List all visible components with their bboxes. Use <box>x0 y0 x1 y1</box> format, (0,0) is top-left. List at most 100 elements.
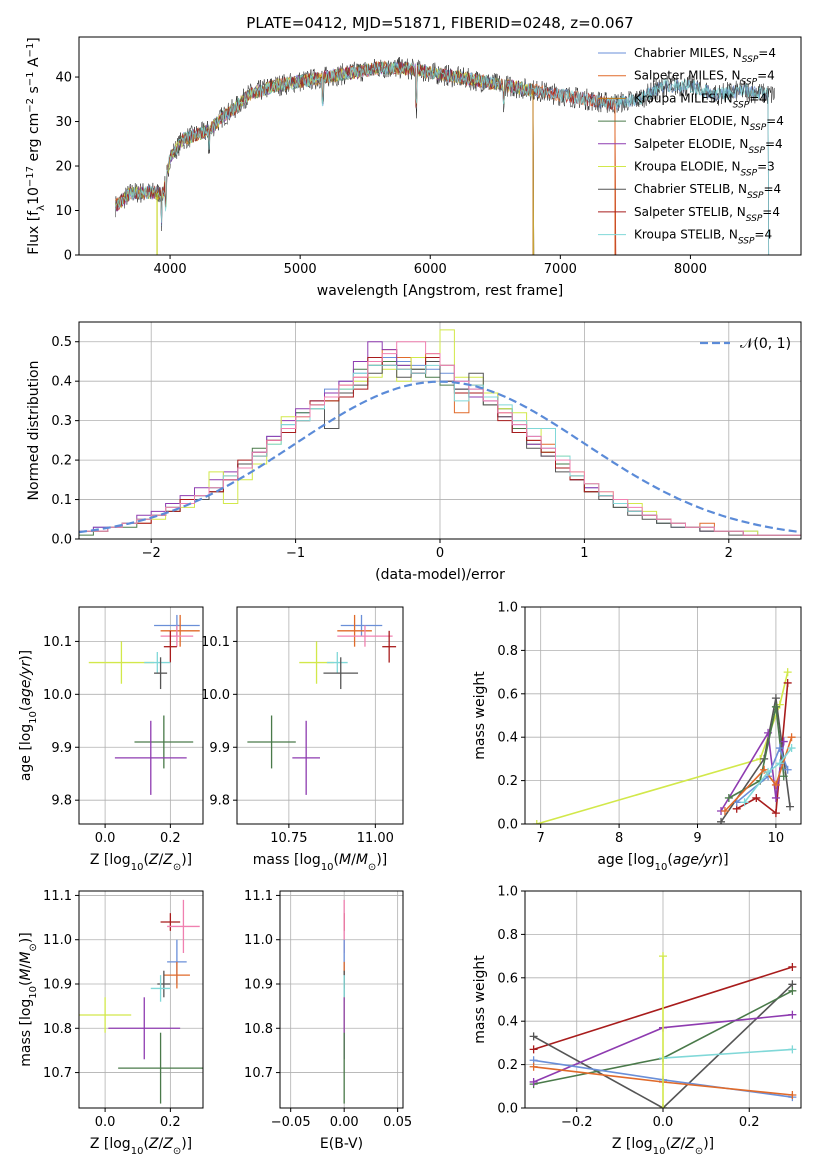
label-part: )] <box>376 852 387 868</box>
legend-label: Salpeter STELIB, NSSP=4 <box>634 205 780 224</box>
mass_vs_ebv-panel: −0.05 0.00 0.05 10.7 10.8 10.9 11.0 11.1 E(B-V) <box>244 889 412 1152</box>
legend-text: Salpeter ELODIE, N <box>634 137 748 151</box>
weight-marker <box>532 820 541 824</box>
weight-marker <box>788 962 797 971</box>
legend-text: Salpeter MILES, N <box>634 69 741 83</box>
plot-area <box>115 57 775 255</box>
weight-marker <box>783 765 792 774</box>
weight-marker <box>787 733 796 742</box>
x-tick-label: 6000 <box>414 262 447 277</box>
x-tick-label: 2 <box>725 546 733 561</box>
legend-label: Kroupa MILES, NSSP=4 <box>634 91 767 110</box>
weight-marker <box>529 1062 538 1071</box>
label-part: M <box>356 852 368 868</box>
weight-series-line <box>662 1048 793 1059</box>
x-axis-label: Z [log10(Z/Z⊙)] <box>90 852 192 873</box>
x-axis-label: Z [log10(Z/Z⊙)] <box>612 1136 714 1157</box>
x-tick-label: −0.05 <box>271 1115 311 1130</box>
x-axis-label: Z [log10(Z/Z⊙)] <box>90 1136 192 1157</box>
y-tick-label: 40 <box>55 71 72 86</box>
label-part: ⊙ <box>173 862 181 873</box>
y-tick-label: 10.8 <box>244 1022 273 1037</box>
label-part: ⊙ <box>28 943 39 951</box>
x-axis-label: E(B-V) <box>320 1136 363 1152</box>
y-tick-label: 10.1 <box>43 635 72 650</box>
y-tick-label: 0.2 <box>497 1058 518 1073</box>
y-axis-label: mass weight <box>472 671 488 760</box>
x-tick-label: 7 <box>537 831 545 846</box>
x-tick-label: −1 <box>286 546 305 561</box>
label-part: erg cm <box>26 113 42 166</box>
weight-marker <box>775 744 784 753</box>
label-part: −17 <box>25 166 36 187</box>
y-tick-label: 9.9 <box>209 741 230 756</box>
label-part: mass [log <box>253 852 321 868</box>
weight-marker <box>771 780 780 789</box>
axes-frame <box>279 890 404 1109</box>
x-tick-label: 5000 <box>284 262 317 277</box>
label-part: age [log <box>597 852 654 868</box>
weight-marker <box>771 702 780 711</box>
y-tick-label: 11.0 <box>43 933 72 948</box>
weight-marker <box>787 744 796 753</box>
y-tick-label: 1.0 <box>497 885 518 900</box>
label-part: Z <box>670 1136 681 1152</box>
label-part: −1 <box>25 43 36 58</box>
weight-marker <box>788 1010 797 1019</box>
x-tick-label: 4000 <box>154 262 187 277</box>
label-part: s <box>26 86 42 98</box>
legend-sub: SSP <box>741 169 758 179</box>
legend-text: Salpeter STELIB, N <box>634 205 746 219</box>
y-tick-label: 0.2 <box>497 774 518 789</box>
legend-text: =4 <box>749 91 767 105</box>
label-part: λ <box>36 205 47 211</box>
legend-text: Kroupa ELODIE, N <box>634 160 741 174</box>
y-tick-label: 9.8 <box>51 794 72 809</box>
weight-marker <box>788 986 797 995</box>
x-tick-label: 0.0 <box>95 831 116 846</box>
y-tick-label: 0.8 <box>497 928 518 943</box>
y-tick-label: 0.5 <box>51 335 72 350</box>
weight-marker <box>771 694 780 703</box>
y-tick-label: 0 <box>64 249 72 264</box>
label-part: −2 <box>25 98 36 113</box>
label-part: −1 <box>25 71 36 86</box>
y-tick-label: 0.6 <box>497 971 518 986</box>
y-tick-label: 0.4 <box>497 1015 518 1030</box>
label-part: Z [log <box>612 1136 653 1152</box>
legend-text: =4 <box>754 228 772 242</box>
x-tick-label: 7000 <box>544 262 577 277</box>
plot-area <box>79 329 801 539</box>
y-tick-label: 10.7 <box>43 1066 72 1081</box>
y-tick-label: 1.0 <box>497 601 518 616</box>
weight-marker <box>775 759 784 768</box>
chart-title: PLATE=0412, MJD=51871, FIBERID=0248, z=0… <box>246 14 633 32</box>
x-tick-label: 0.0 <box>95 1115 116 1130</box>
mass_vs_Z-panel: 0.0 0.210.710.810.911.011.1Z [log10(Z/Z⊙)… <box>18 889 204 1157</box>
y-tick-label: 10 <box>55 204 72 219</box>
y-tick-label: 10.8 <box>43 1022 72 1037</box>
x-tick-label: 11.00 <box>357 831 394 846</box>
axes-frame <box>524 606 802 825</box>
gaussian-curve <box>79 380 801 534</box>
label-part: ( <box>665 1136 670 1152</box>
y-tick-label: 0.4 <box>51 375 72 390</box>
y-axis-label: Normed distribution <box>26 361 42 501</box>
x-tick-label: 8 <box>615 831 623 846</box>
weight-marker <box>717 817 726 824</box>
label-part: 10 <box>26 187 42 205</box>
legend-sub: SSP <box>741 78 758 88</box>
y-tick-label: 10.0 <box>201 688 230 703</box>
label-part: )] <box>703 1136 714 1152</box>
y-tick-label: 0.0 <box>497 1102 518 1117</box>
y-axis-label: mass [log10(M/M⊙)] <box>18 932 39 1067</box>
legend-text: Kroupa MILES, N <box>634 91 733 105</box>
weight-marker <box>788 1090 797 1099</box>
y-tick-label: 10.0 <box>43 688 72 703</box>
weight-marker <box>771 809 780 818</box>
label-part: ⊙ <box>173 1146 181 1157</box>
weight-marker <box>724 793 733 802</box>
legend-text: =4 <box>762 205 780 219</box>
